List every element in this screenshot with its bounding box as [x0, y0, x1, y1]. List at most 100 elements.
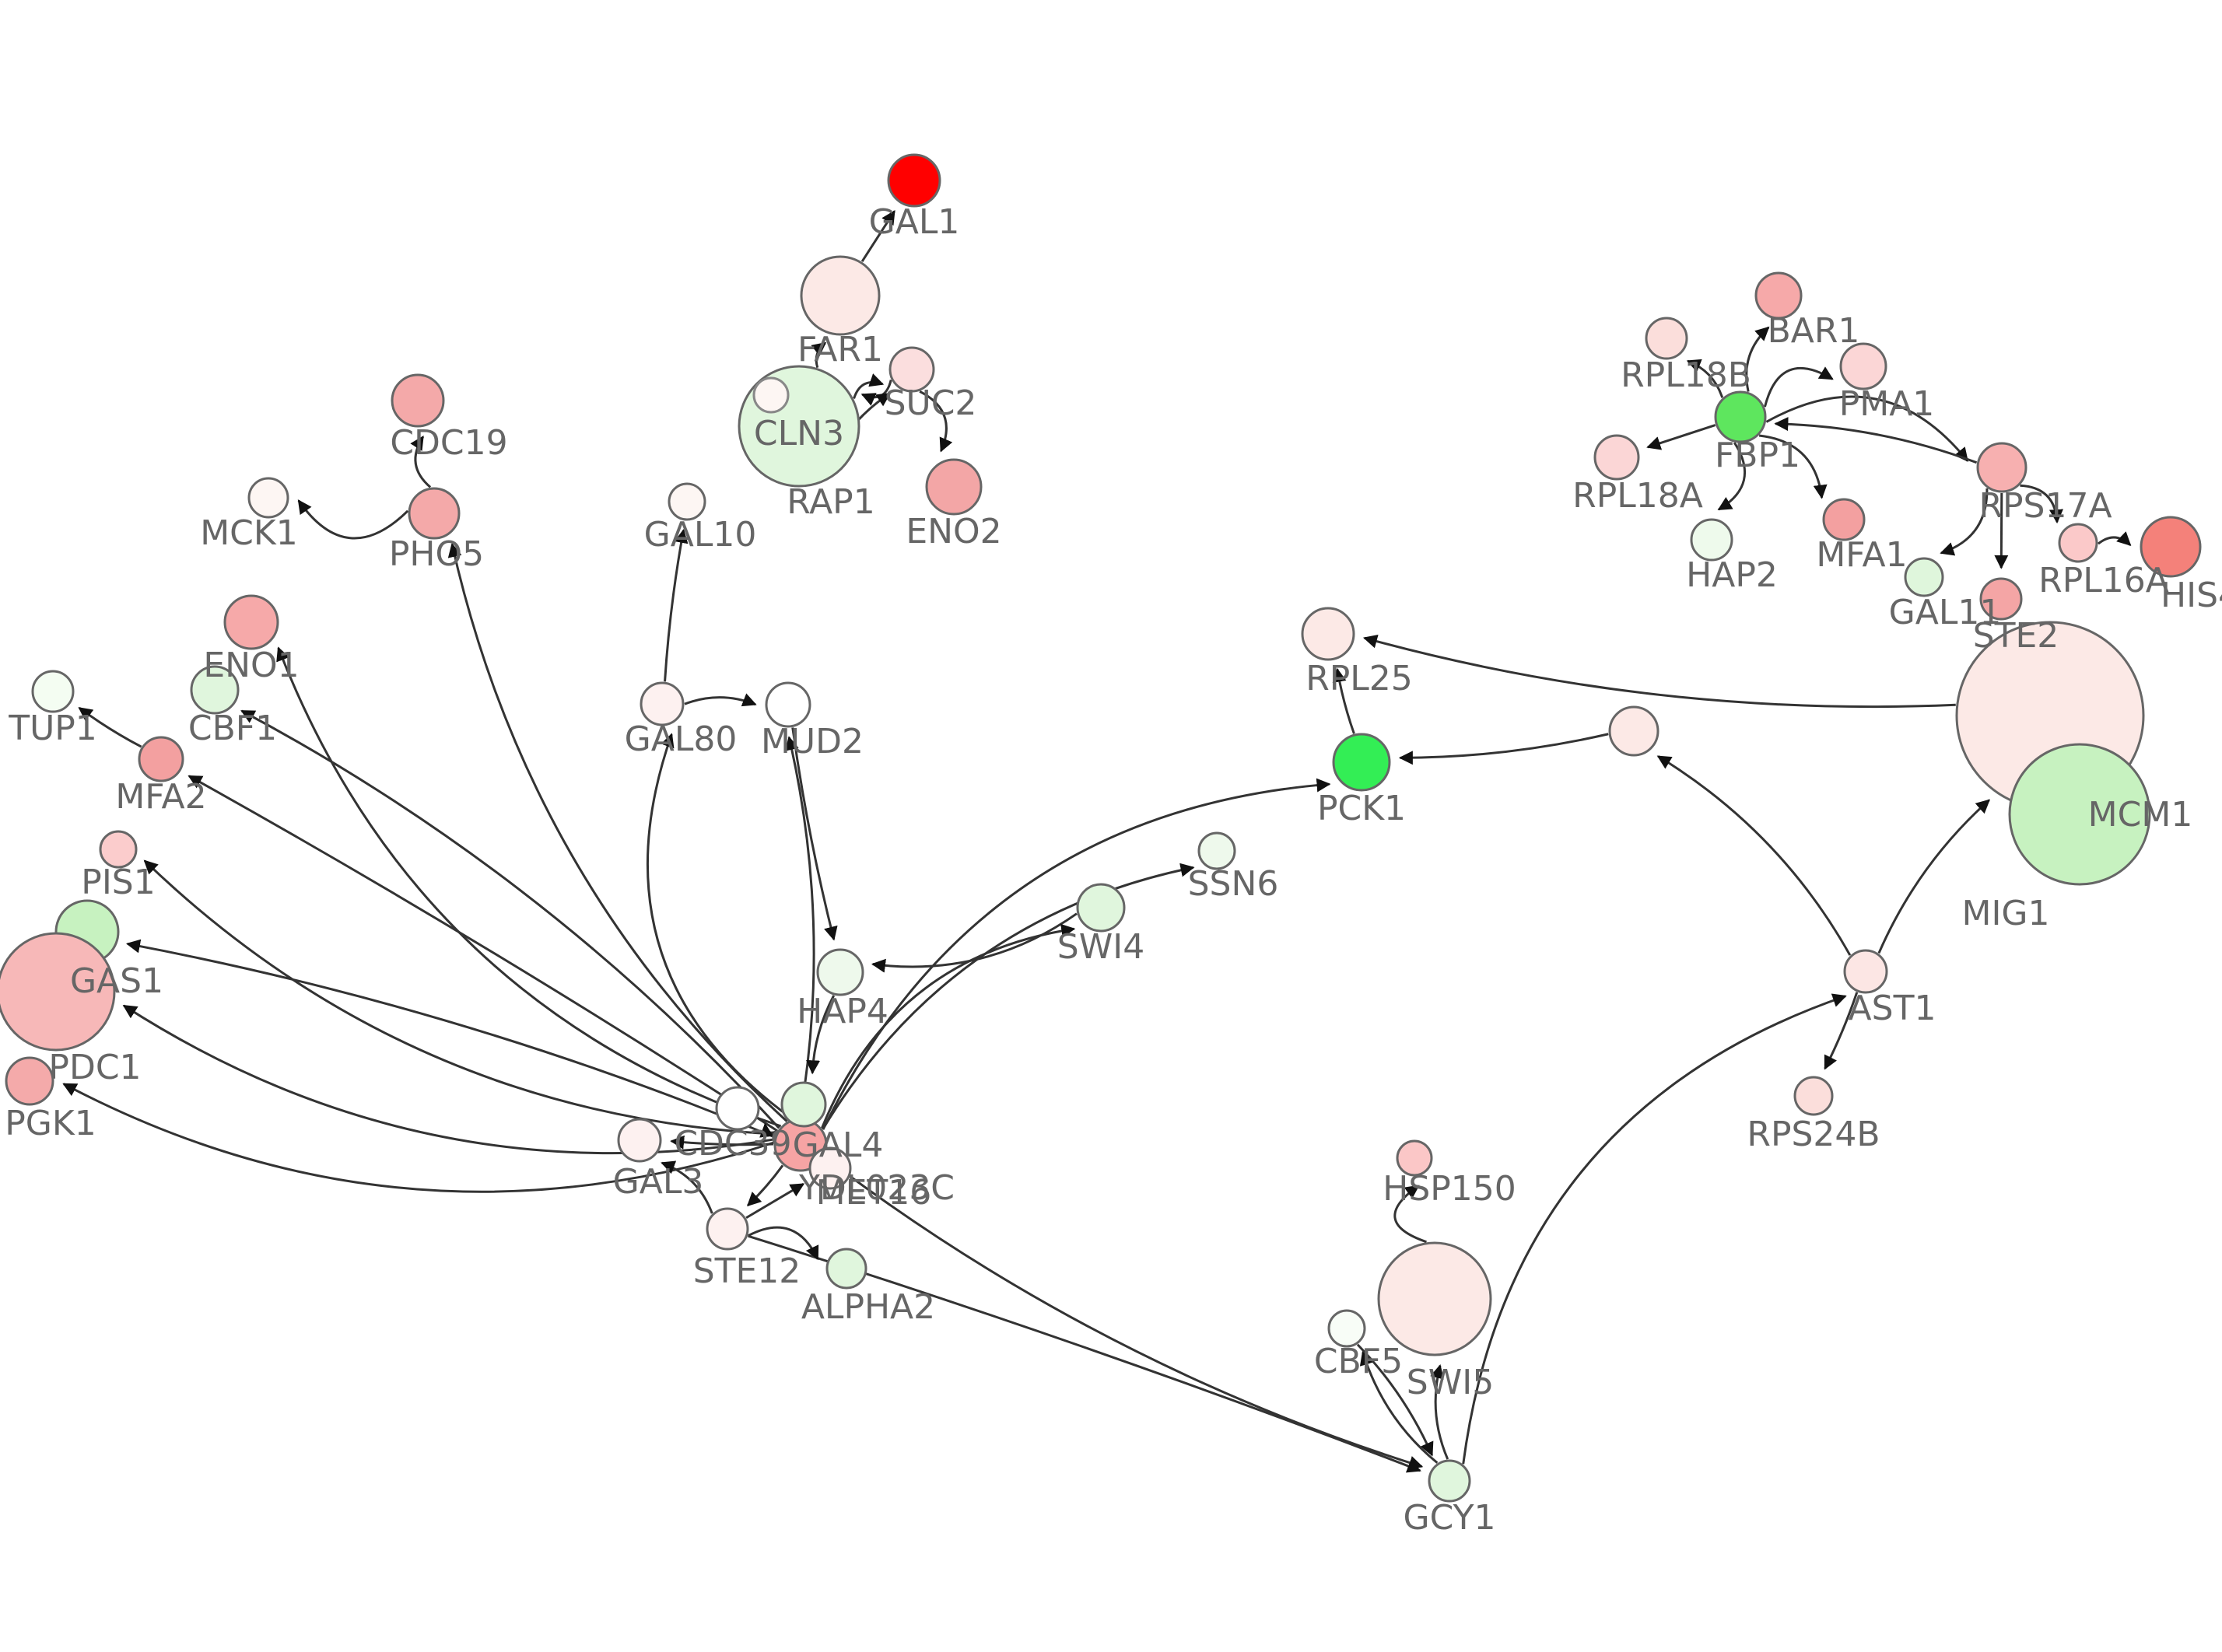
node-label-mfa2: MFA2 [115, 777, 206, 817]
node-pdc1[interactable] [0, 932, 116, 1052]
node-label-pis1: PIS1 [81, 863, 155, 902]
node-swi5[interactable] [1377, 1241, 1492, 1356]
node-rpl18b[interactable] [1645, 317, 1688, 360]
node-his4[interactable] [2140, 516, 2202, 578]
node-label-gal80: GAL80 [625, 719, 738, 759]
node-gal11[interactable] [1904, 557, 1944, 597]
edge-gal4-to-gal80 [646, 733, 794, 1120]
node-rpl16a[interactable] [2058, 523, 2098, 563]
node-label-suc2: SUC2 [885, 383, 977, 423]
node-mig1[interactable] [2008, 743, 2151, 886]
node-label-rps24b: RPS24B [1747, 1115, 1880, 1154]
node-cdc39[interactable] [715, 1086, 760, 1131]
node-alpha2[interactable] [825, 1248, 867, 1290]
edge-cln3-to-suc2 [853, 373, 885, 399]
edge-cbf5-to-gcy1 [1356, 1343, 1434, 1457]
node-mck1[interactable] [247, 477, 289, 519]
node-label-far1: FAR1 [797, 330, 883, 369]
edge-n_pck1_src-to-pck1 [1398, 733, 1609, 765]
edge-gal4-to-pck1 [822, 778, 1331, 1130]
node-label-pma1: PMA1 [1839, 384, 1935, 424]
node-far1[interactable] [800, 255, 881, 336]
edge-gal4-to-gal3 [670, 1135, 774, 1150]
node-cln3-inner-marker [752, 376, 790, 414]
edge-gal4-to-ssn6 [822, 863, 1195, 1130]
node-label-hap4: HAP4 [797, 992, 888, 1031]
node-mfa1[interactable] [1822, 498, 1866, 541]
node-label-mud2: MUD2 [761, 722, 864, 761]
node-label-gal3: GAL3 [613, 1162, 704, 1202]
node-label-met16: MET16 [816, 1173, 932, 1213]
node-n_pck1_src[interactable] [1608, 705, 1659, 757]
node-suc2[interactable] [888, 346, 935, 393]
node-gal3[interactable] [617, 1118, 662, 1163]
node-rpl25[interactable] [1301, 607, 1355, 661]
node-pgk1[interactable] [5, 1056, 54, 1106]
node-label-mck1: MCK1 [200, 513, 298, 553]
node-gcy1[interactable] [1428, 1459, 1471, 1503]
node-label-tup1: TUP1 [8, 709, 97, 748]
node-met16[interactable] [780, 1081, 827, 1128]
edge-gal80-to-mud2 [684, 693, 757, 707]
node-tup1[interactable] [31, 670, 75, 713]
node-ssn6[interactable] [1197, 831, 1236, 870]
node-rps17a[interactable] [1976, 442, 2027, 493]
node-rpl18a[interactable] [1593, 434, 1640, 481]
node-ydl023c[interactable] [808, 1146, 852, 1190]
edge-gal4-to-cbf1 [240, 709, 780, 1129]
node-label-eno1: ENO1 [203, 646, 299, 685]
edge-ste12-to-alpha2 [747, 1226, 819, 1261]
node-label-gal1: GAL1 [869, 202, 960, 242]
node-pis1[interactable] [99, 830, 138, 869]
node-cdc19[interactable] [391, 373, 445, 428]
node-label-mfa1: MFA1 [1816, 535, 1907, 575]
node-mfa2[interactable] [138, 736, 184, 782]
node-label-rps17a: RPS17A [1978, 486, 2112, 526]
edge-pho5-to-cdc19 [410, 436, 432, 488]
node-eno1[interactable] [223, 594, 279, 650]
edge-ast1-to-rps24b [1824, 992, 1859, 1070]
node-eno2[interactable] [925, 458, 983, 516]
node-label-cdc19: CDC19 [390, 423, 507, 463]
node-hap4[interactable] [816, 948, 864, 996]
node-gal10[interactable] [668, 482, 706, 521]
node-gal1[interactable] [887, 153, 941, 208]
node-pck1[interactable] [1332, 733, 1391, 792]
node-label-rpl25: RPL25 [1306, 659, 1413, 698]
edge-swi5-to-hsp150 [1393, 1185, 1427, 1244]
edge-gal4-to-cdc39 [759, 1122, 778, 1138]
node-cbf5[interactable] [1327, 1309, 1366, 1348]
node-label-eno2: ENO2 [906, 512, 1001, 551]
edge-gal4-to-gas1 [125, 939, 776, 1139]
node-ste2[interactable] [1979, 577, 2023, 621]
node-gal80[interactable] [640, 681, 685, 726]
node-mud2[interactable] [765, 681, 811, 728]
edge-fbp1-to-rps17a [1765, 395, 1968, 462]
node-label-gal11: GAL11 [1889, 593, 2002, 632]
node-label-gal4: GAL4 [793, 1125, 884, 1165]
node-bar1[interactable] [1754, 271, 1803, 320]
node-ste12[interactable] [706, 1207, 749, 1251]
node-hsp150[interactable] [1396, 1139, 1433, 1177]
node-pho5[interactable] [408, 487, 461, 540]
node-swi4[interactable] [1076, 883, 1126, 933]
node-hap2[interactable] [1690, 518, 1733, 562]
node-fbp1[interactable] [1714, 390, 1767, 443]
node-label-ssn6: SSN6 [1188, 864, 1279, 904]
edge-cln3-to-far1 [811, 341, 827, 369]
node-pma1[interactable] [1839, 342, 1887, 390]
node-rps24b[interactable] [1793, 1076, 1834, 1116]
edge-fbp1-to-rpl18b [1686, 359, 1724, 398]
node-cbf1[interactable] [190, 665, 240, 715]
node-label-alpha2: ALPHA2 [801, 1287, 935, 1327]
edge-rps17a-to-ste2 [1994, 492, 2009, 569]
node-label-cbf5: CBF5 [1314, 1342, 1403, 1381]
node-ast1[interactable] [1843, 949, 1888, 994]
edge-gal4-to-mfa2 [188, 775, 778, 1132]
node-label-rpl18b: RPL18B [1621, 355, 1751, 395]
edge-mcm1-to-rpl25 [1362, 634, 1956, 709]
edge-fbp1-to-hap2 [1717, 442, 1747, 511]
edge-gal4-to-ste12 [746, 1164, 784, 1207]
edge-fbp1-to-bar1 [1745, 326, 1770, 392]
